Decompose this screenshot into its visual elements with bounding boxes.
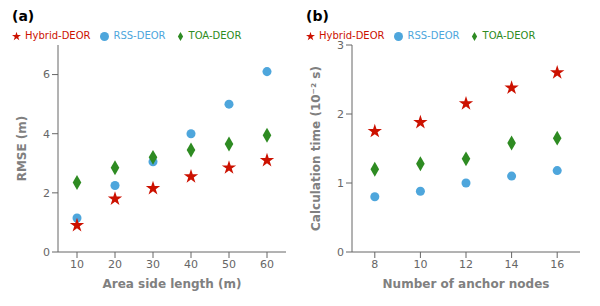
html-text:Hybrid-DEOR: Hybrid-DEOR bbox=[319, 30, 385, 41]
html-text:(a): (a) bbox=[12, 8, 35, 24]
svg-text:40: 40 bbox=[184, 258, 198, 271]
svg-text:20: 20 bbox=[108, 258, 122, 271]
svg-text:4: 4 bbox=[43, 128, 50, 141]
svg-text:RMSE (m): RMSE (m) bbox=[15, 116, 29, 182]
svg-text:8: 8 bbox=[371, 258, 378, 271]
svg-text:10: 10 bbox=[70, 258, 84, 271]
html-text:TOA-DEOR: TOA-DEOR bbox=[482, 30, 536, 41]
svg-text:0: 0 bbox=[43, 246, 50, 259]
svg-text:2: 2 bbox=[43, 187, 50, 200]
svg-text:1: 1 bbox=[337, 177, 344, 190]
html-text:RSS-DEOR: RSS-DEOR bbox=[407, 30, 460, 41]
svg-text:Area side length (m): Area side length (m) bbox=[102, 277, 241, 291]
svg-text:6: 6 bbox=[43, 68, 50, 81]
html-text:RSS-DEOR: RSS-DEOR bbox=[113, 30, 166, 41]
svg-text:Calculation time (10⁻² s): Calculation time (10⁻² s) bbox=[309, 66, 323, 231]
svg-text:16: 16 bbox=[550, 258, 564, 271]
svg-text:12: 12 bbox=[459, 258, 473, 271]
svg-text:50: 50 bbox=[222, 258, 236, 271]
svg-text:10: 10 bbox=[413, 258, 427, 271]
html-text:(b): (b) bbox=[306, 8, 329, 24]
svg-text:60: 60 bbox=[260, 258, 274, 271]
svg-text:2: 2 bbox=[337, 108, 344, 121]
svg-text:14: 14 bbox=[505, 258, 519, 271]
html-text:Hybrid-DEOR: Hybrid-DEOR bbox=[25, 30, 91, 41]
svg-text:3: 3 bbox=[337, 39, 344, 52]
svg-text:Number of anchor nodes: Number of anchor nodes bbox=[383, 277, 550, 291]
svg-text:0: 0 bbox=[337, 246, 344, 259]
svg-text:30: 30 bbox=[146, 258, 160, 271]
html-text:TOA-DEOR: TOA-DEOR bbox=[188, 30, 242, 41]
